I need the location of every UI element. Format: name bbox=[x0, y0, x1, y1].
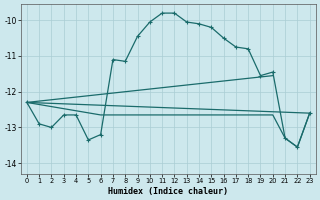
X-axis label: Humidex (Indice chaleur): Humidex (Indice chaleur) bbox=[108, 187, 228, 196]
